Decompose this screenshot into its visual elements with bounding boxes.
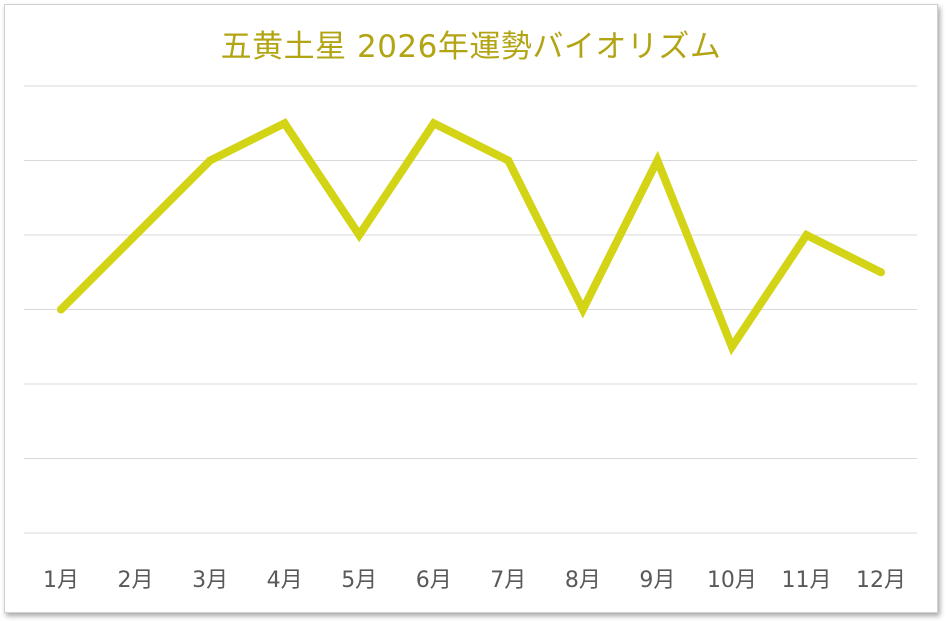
chart-title: 五黄土星 2026年運勢バイオリズム <box>220 29 722 65</box>
x-axis-tick-labels: 1月 2月 3月 4月 5月 6月 7月 8月 9月 10月 11月 12月 <box>43 568 906 593</box>
data-point <box>877 268 886 277</box>
x-tick-label: 6月 <box>416 568 452 593</box>
x-tick-label: 10月 <box>707 568 757 593</box>
data-point <box>355 231 364 239</box>
data-point <box>280 119 289 128</box>
x-tick-label: 9月 <box>639 568 675 593</box>
data-point <box>131 231 140 239</box>
series-line <box>58 118 883 356</box>
data-point <box>429 119 438 128</box>
x-tick-label: 5月 <box>341 568 377 593</box>
chart-frame: 五黄土星 2026年運勢バイオリズム <box>4 4 938 613</box>
x-tick-label: 2月 <box>118 568 154 593</box>
data-point <box>653 156 662 165</box>
x-tick-label: 8月 <box>565 568 601 593</box>
x-tick-label: 3月 <box>192 568 228 593</box>
data-point <box>802 231 811 239</box>
gridlines <box>24 85 917 534</box>
data-point <box>206 156 215 165</box>
x-tick-label: 7月 <box>490 568 526 593</box>
x-tick-label: 12月 <box>856 568 906 593</box>
data-point <box>57 305 65 314</box>
data-point <box>727 342 736 351</box>
data-point <box>504 156 513 165</box>
series-layer <box>57 118 886 356</box>
data-point <box>578 305 587 314</box>
x-tick-label: 11月 <box>782 568 832 593</box>
x-tick-label: 1月 <box>43 568 79 593</box>
x-tick-label: 4月 <box>267 568 303 593</box>
